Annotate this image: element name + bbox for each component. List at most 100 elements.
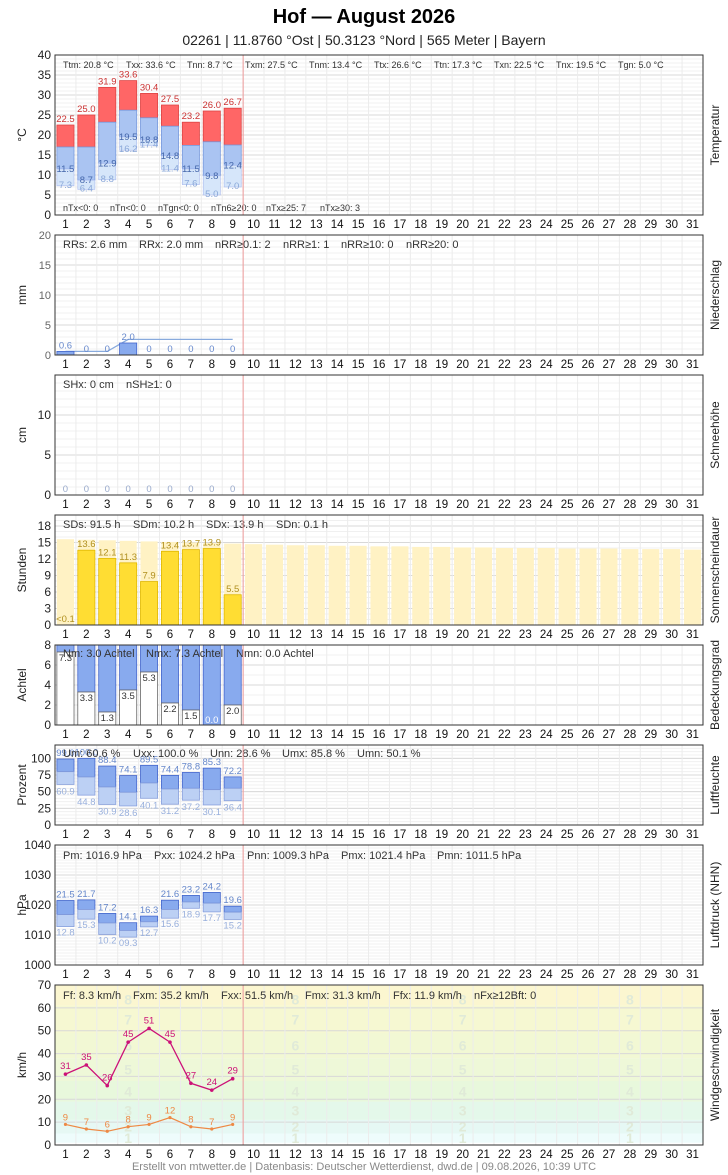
beaufort-band xyxy=(55,1119,703,1134)
x-tick-label: 3 xyxy=(104,359,110,371)
y-tick-label: 0 xyxy=(44,208,51,222)
tgmin-value: 7.3 xyxy=(59,180,72,191)
tmax-value: 22.5 xyxy=(56,114,75,125)
beaufort-number: 6 xyxy=(291,1038,299,1054)
x-tick-label: 30 xyxy=(665,829,678,841)
sun-bar xyxy=(223,594,242,626)
x-tick-label: 12 xyxy=(289,499,302,511)
x-tick-label: 10 xyxy=(247,629,260,641)
sun-bar xyxy=(202,548,221,626)
stat-label: Pnn: 1009.3 hPa xyxy=(247,850,330,862)
x-tick-label: 12 xyxy=(289,629,302,641)
sun-value: 13.9 xyxy=(203,538,222,549)
cloud-value: 3.3 xyxy=(80,693,93,704)
x-tick-label: 19 xyxy=(435,729,448,741)
x-tick-label: 4 xyxy=(125,969,132,981)
tmin-value: 12.9 xyxy=(98,158,117,169)
tmax-value: 25.0 xyxy=(77,104,96,115)
stat-label: SDn: 0.1 h xyxy=(276,519,328,531)
tmin-bar xyxy=(98,163,117,181)
sun-bar xyxy=(119,562,138,626)
y-tick-label: 20 xyxy=(39,230,51,242)
x-tick-label: 23 xyxy=(519,1149,532,1161)
tmax-bar xyxy=(202,110,221,143)
sun-value: 13.4 xyxy=(161,540,180,551)
x-tick-label: 22 xyxy=(498,729,511,741)
precip-value: 0 xyxy=(188,344,193,355)
stat-label: Ffx: 11.9 km/h xyxy=(393,990,462,1002)
x-tick-label: 28 xyxy=(623,499,636,511)
panel-border xyxy=(54,234,704,356)
stat-label: Ff: 8.3 km/h xyxy=(63,990,121,1002)
x-tick-label: 24 xyxy=(540,499,553,511)
x-tick-label: 13 xyxy=(310,729,323,741)
beaufort-number: 8 xyxy=(124,991,132,1007)
beaufort-background: 11112222333344445555666677778888 xyxy=(55,985,703,1146)
pmax-value: 24.2 xyxy=(203,881,222,892)
chart-title: Hof — August 2026 xyxy=(272,6,456,28)
x-tick-label: 7 xyxy=(188,1149,194,1161)
x-tick-label: 6 xyxy=(167,729,173,741)
beaufort-number: 7 xyxy=(291,1011,299,1027)
x-tick-label: 16 xyxy=(373,219,386,231)
stat-label: Fmx: 31.3 km/h xyxy=(305,990,381,1002)
x-tick-label: 21 xyxy=(477,729,490,741)
panel-border xyxy=(54,984,704,1146)
wind-point xyxy=(210,1127,214,1131)
umax-bar xyxy=(98,765,117,788)
gust-value: 29 xyxy=(227,1066,238,1077)
pmin-value: 12.8 xyxy=(56,928,75,939)
beaufort-number: 5 xyxy=(626,1062,634,1078)
x-tick-label: 23 xyxy=(519,499,532,511)
y-tick-label: 50 xyxy=(38,1024,52,1038)
x-tick-label: 16 xyxy=(373,729,386,741)
tmin-bar xyxy=(140,139,158,146)
x-tick-label: 8 xyxy=(209,629,215,641)
panel-side-label: Luftdruck (NHN) xyxy=(708,862,722,949)
umax-bar xyxy=(160,775,179,790)
beaufort-number: 3 xyxy=(626,1103,634,1119)
umin-bar xyxy=(202,789,221,806)
x-tick-label: 26 xyxy=(582,829,595,841)
x-tick-label: 9 xyxy=(229,729,235,741)
beaufort-number: 5 xyxy=(291,1062,299,1078)
pmin-value: 09.3 xyxy=(119,938,138,949)
sun-climate-bar xyxy=(391,546,409,625)
x-tick-label: 5 xyxy=(146,969,152,981)
umax-value: 88.4 xyxy=(98,755,117,766)
beaufort-number: 8 xyxy=(626,991,634,1007)
stat-label: Fxx: 51.5 km/h xyxy=(221,990,293,1002)
sun-climate-bar xyxy=(56,539,75,625)
x-tick-label: 7 xyxy=(188,629,194,641)
wind-point xyxy=(189,1125,193,1129)
pmin-bar xyxy=(98,922,117,935)
x-tick-label: 14 xyxy=(331,829,344,841)
x-tick-label: 18 xyxy=(414,1149,427,1161)
umin-bar xyxy=(98,786,117,805)
x-tick-label: 29 xyxy=(644,499,657,511)
x-tick-label: 14 xyxy=(331,499,344,511)
tgmin-value: 7.0 xyxy=(226,181,239,192)
gust-value: 26 xyxy=(102,1073,113,1084)
tgmin-value: 11.4 xyxy=(161,163,179,174)
umin-value: 37.2 xyxy=(182,802,201,813)
beaufort-number: 2 xyxy=(626,1119,634,1135)
x-tick-label: 27 xyxy=(603,629,616,641)
x-tick-label: 14 xyxy=(331,219,344,231)
stat-label: Pm: 1016.9 hPa xyxy=(63,850,143,862)
x-tick-label: 12 xyxy=(289,1149,302,1161)
x-tick-label: 27 xyxy=(603,359,616,371)
x-tick-label: 7 xyxy=(188,499,194,511)
sun-climate-bar xyxy=(245,544,263,625)
x-tick-label: 3 xyxy=(104,829,110,841)
x-tick-label: 25 xyxy=(561,629,574,641)
beaufort-number: 4 xyxy=(459,1083,467,1099)
x-tick-label: 31 xyxy=(686,359,699,371)
y-tick-label: 15 xyxy=(38,148,52,162)
x-tick-label: 2 xyxy=(83,219,89,231)
umax-bar xyxy=(119,775,138,793)
panel-side-label: Niederschlag xyxy=(708,260,722,330)
